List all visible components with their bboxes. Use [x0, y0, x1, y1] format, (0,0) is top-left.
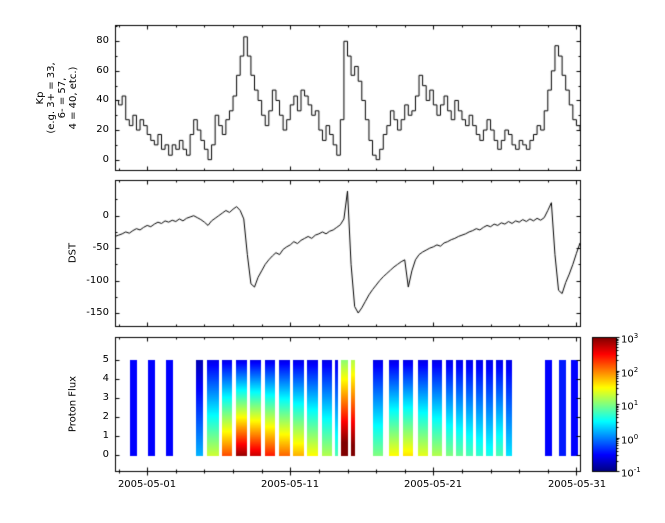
- x-tick-label-2005-05-01: 2005-05-01: [117, 479, 177, 490]
- kp-index-y-tick-label: 20: [96, 124, 109, 135]
- proton-flux-spectrogram-y-tick-label: 4: [102, 373, 109, 384]
- proton-flux-spectrogram-y-tick-label: 0: [102, 449, 109, 460]
- kp-index-y-tick-label: 60: [96, 65, 109, 76]
- dst-index-y-tick-label: 0: [102, 210, 109, 221]
- proton-flux-spectrogram-y-tick-label: 2: [102, 411, 109, 422]
- dst-index-y-tick-label: -100: [86, 275, 109, 286]
- dst-index-y-tick-label: -150: [86, 307, 109, 318]
- colorbar-tick-label: 102: [621, 366, 639, 380]
- x-tick-label-2005-05-31: 2005-05-31: [547, 479, 607, 490]
- proton-flux-spectrogram-y-tick-label: 5: [102, 354, 109, 365]
- colorbar-tick-label: 10-1: [621, 466, 641, 480]
- colorbar-tick-label: 101: [621, 399, 639, 413]
- kp-index-y-tick-label: 40: [96, 94, 109, 105]
- kp-index-y-tick-label: 80: [96, 35, 109, 46]
- proton-flux-spectrogram-y-tick-label: 3: [102, 392, 109, 403]
- proton-flux-spectrogram-y-tick-label: 1: [102, 430, 109, 441]
- dst-index-y-tick-label: -50: [92, 242, 109, 253]
- colorbar-tick-label: 100: [621, 433, 639, 447]
- colorbar-tick-label: 103: [621, 332, 639, 346]
- x-tick-label-2005-05-11: 2005-05-11: [260, 479, 320, 490]
- x-tick-label-2005-05-21: 2005-05-21: [403, 479, 463, 490]
- kp-index-y-tick-label: 0: [102, 154, 109, 165]
